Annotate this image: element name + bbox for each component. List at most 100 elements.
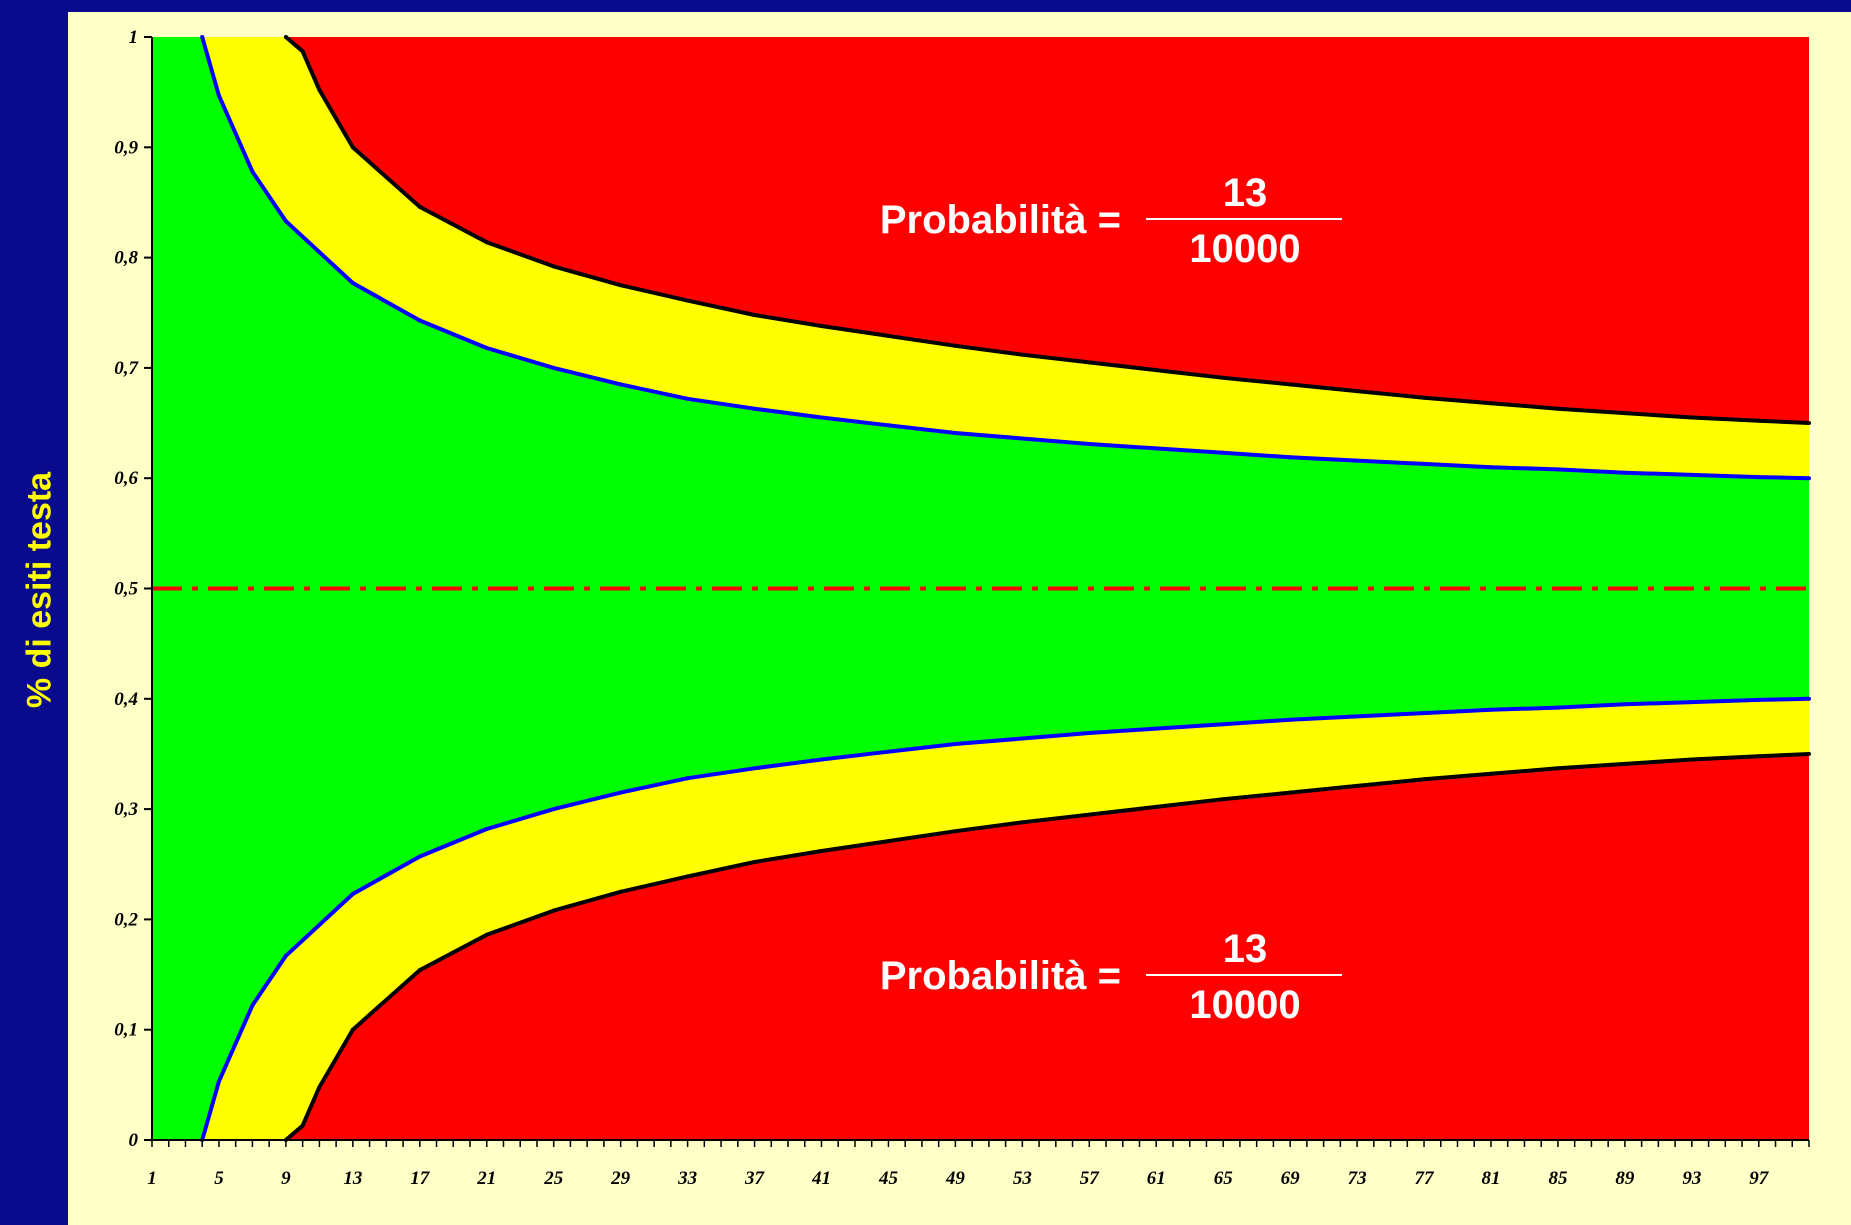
data-point-outer-lower [819, 849, 824, 853]
data-point-outer-lower [1288, 790, 1293, 795]
data-point-outer-upper [685, 298, 690, 303]
data-point-outer-upper [1221, 375, 1226, 380]
annotation-prefix: Probabilità = [880, 198, 1121, 242]
x-tick-label: 69 [1281, 1168, 1301, 1189]
data-point-outer-lower [1555, 766, 1560, 771]
data-point-inner-lower [1807, 696, 1811, 701]
data-point-inner-lower [1020, 736, 1025, 741]
x-tick-label: 45 [878, 1168, 899, 1189]
data-point-inner-lower [216, 1079, 221, 1084]
data-point-inner-lower [1221, 722, 1226, 727]
data-point-inner-upper [1807, 476, 1811, 481]
data-point-outer-upper [618, 283, 623, 288]
data-point-outer-upper [551, 264, 556, 269]
chart-panel: 0 0,1 0,2 0,3 0,4 0,5 0,6 0,7 0,8 0,9 1 1 5 9 13 17 21 25… [68, 12, 1851, 1225]
x-tick-label: 25 [543, 1168, 564, 1189]
data-point-outer-lower [1756, 754, 1761, 759]
data-point-inner-lower [1422, 711, 1426, 716]
y-tick-label: 0,5 [114, 579, 138, 600]
data-point-inner-lower [819, 757, 824, 762]
data-point-inner-upper [819, 415, 824, 420]
chart-axes: 0 0,1 0,2 0,3 0,4 0,5 0,6 0,7 0,8 0,9 1 1 5 9 13 17 21 25… [114, 27, 1810, 1189]
data-point-inner-upper [1689, 472, 1694, 477]
data-point-outer-lower [551, 908, 556, 913]
data-point-outer-lower [886, 839, 891, 844]
chart-annotations: Probabilità = 13 10000 Probabilità = 13 10000 [880, 171, 1342, 1027]
data-point-inner-upper [1756, 475, 1761, 480]
data-point-inner-upper [484, 346, 489, 350]
data-point-inner-lower [1154, 726, 1159, 731]
y-tick-label: 0,6 [114, 468, 138, 489]
annotation-denominator: 10000 [1189, 983, 1300, 1027]
data-point-outer-upper [752, 313, 757, 317]
data-point-outer-lower [752, 860, 757, 864]
data-point-inner-upper [618, 382, 623, 387]
data-point-outer-upper [1622, 411, 1627, 416]
x-tick-label: 65 [1214, 1168, 1234, 1189]
data-point-inner-upper [752, 406, 757, 411]
data-point-inner-upper [1422, 461, 1426, 466]
y-tick-label: 0,4 [114, 689, 138, 710]
x-tick-label: 77 [1415, 1168, 1436, 1189]
data-point-inner-upper [1087, 442, 1092, 446]
data-point-inner-upper [283, 219, 288, 224]
y-axis-label: % di esiti testa [20, 471, 59, 709]
data-point-inner-lower [417, 854, 422, 859]
data-point-inner-lower [283, 953, 288, 958]
data-point-inner-upper [953, 431, 958, 435]
data-point-inner-upper [200, 35, 205, 39]
x-tick-label: 97 [1749, 1168, 1770, 1189]
y-tick-label: 0,3 [114, 799, 138, 820]
data-point-inner-upper [1355, 458, 1360, 463]
data-point-outer-lower [1154, 804, 1159, 809]
data-point-inner-lower [752, 766, 757, 771]
data-point-outer-upper [1154, 368, 1159, 373]
x-tick-label: 61 [1147, 1168, 1166, 1189]
data-point-inner-upper [886, 423, 891, 428]
data-point-inner-lower [1622, 702, 1627, 707]
data-point-inner-lower [484, 827, 489, 831]
data-point-inner-lower [1689, 700, 1694, 705]
data-point-inner-lower [685, 776, 690, 781]
y-tick-label: 1 [129, 27, 139, 48]
y-tick-label: 0,9 [114, 137, 138, 158]
data-point-inner-lower [250, 1003, 255, 1008]
data-point-outer-upper [350, 145, 355, 150]
data-point-outer-lower [953, 829, 958, 834]
x-tick-label: 5 [214, 1168, 224, 1189]
data-point-inner-lower [551, 807, 556, 812]
y-tick-label: 0,8 [114, 248, 138, 269]
data-point-outer-upper [1422, 395, 1426, 400]
data-point-inner-lower [1087, 731, 1092, 735]
data-point-outer-lower [1807, 752, 1811, 756]
data-point-outer-lower [1422, 777, 1426, 782]
data-point-inner-lower [1288, 717, 1293, 722]
data-point-inner-upper [1555, 467, 1560, 472]
annotation-numerator: 13 [1223, 927, 1268, 971]
data-point-outer-lower [350, 1027, 355, 1032]
data-point-outer-upper [1355, 389, 1360, 394]
x-tick-label: 81 [1481, 1168, 1500, 1189]
data-point-inner-upper [250, 169, 255, 174]
annotation-numerator: 13 [1223, 171, 1268, 215]
data-point-outer-upper [819, 324, 824, 328]
data-point-inner-upper [216, 93, 221, 98]
x-tick-label: 41 [811, 1168, 831, 1189]
series-line-outer-upper [284, 35, 1810, 425]
data-point-inner-lower [953, 742, 958, 746]
data-point-inner-upper [1489, 465, 1493, 470]
data-point-inner-lower [886, 749, 891, 754]
chart-svg: 0 0,1 0,2 0,3 0,4 0,5 0,6 0,7 0,8 0,9 1 1 5 9 13 17 21 25… [114, 27, 1811, 1189]
x-tick-label: 85 [1548, 1168, 1568, 1189]
data-point-outer-upper [484, 240, 489, 245]
x-tick-label: 37 [744, 1168, 766, 1189]
data-point-outer-lower [1355, 783, 1360, 788]
x-tick-label: 21 [476, 1168, 496, 1189]
data-point-outer-lower [1087, 812, 1092, 817]
x-tick-label: 53 [1013, 1168, 1032, 1189]
x-tick-label: 13 [343, 1168, 362, 1189]
data-point-outer-upper [1288, 382, 1293, 387]
data-point-inner-upper [685, 396, 690, 401]
data-point-inner-lower [1355, 714, 1360, 719]
data-point-outer-upper [1087, 360, 1092, 365]
